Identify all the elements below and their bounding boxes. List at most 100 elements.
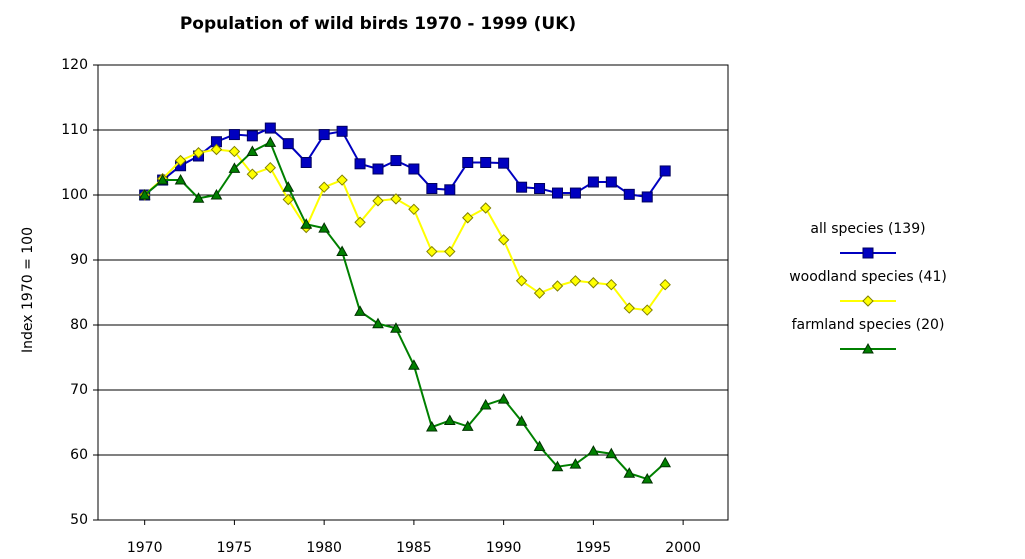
marker <box>515 415 528 426</box>
marker <box>192 192 205 203</box>
marker <box>408 359 420 370</box>
marker <box>516 181 528 193</box>
marker <box>336 125 348 137</box>
marker <box>444 184 456 196</box>
marker <box>498 157 510 169</box>
marker <box>426 245 438 258</box>
marker <box>336 174 348 186</box>
marker <box>587 176 599 188</box>
marker <box>426 183 438 194</box>
marker <box>641 473 654 484</box>
marker <box>443 414 456 426</box>
marker <box>569 458 582 469</box>
marker <box>318 181 330 193</box>
marker <box>551 187 563 199</box>
marker <box>551 460 564 472</box>
marker <box>282 181 295 192</box>
y-axis-label: Index 1970 = 100 <box>20 227 36 353</box>
plot-area <box>97 64 729 521</box>
marker <box>462 212 474 224</box>
marker <box>264 161 277 174</box>
marker <box>156 174 169 185</box>
marker <box>228 162 241 173</box>
y-tick-label: 90 <box>70 252 88 268</box>
marker <box>569 187 581 199</box>
marker <box>533 440 546 452</box>
marker <box>659 456 672 468</box>
y-tick-label: 120 <box>61 57 88 73</box>
marker <box>462 157 474 168</box>
marker <box>479 202 492 214</box>
marker <box>444 245 456 258</box>
marker <box>623 302 635 314</box>
marker <box>318 222 331 233</box>
x-tick-label: 1990 <box>486 540 522 556</box>
marker <box>551 280 564 292</box>
marker <box>138 188 151 200</box>
marker <box>605 176 617 188</box>
marker <box>515 275 528 287</box>
marker <box>461 420 474 431</box>
x-tick-label: 1970 <box>127 540 163 556</box>
marker <box>569 275 582 287</box>
marker <box>354 216 366 229</box>
marker <box>862 342 874 354</box>
marker <box>246 168 259 180</box>
marker <box>659 165 671 177</box>
x-tick-label: 1995 <box>576 540 612 556</box>
marker <box>174 154 187 167</box>
marker <box>587 445 600 456</box>
x-tick-label: 1975 <box>217 540 253 556</box>
marker <box>497 234 510 246</box>
marker <box>210 143 223 156</box>
marker <box>246 145 259 156</box>
y-tick-label: 100 <box>61 187 88 203</box>
marker <box>282 138 294 150</box>
marker <box>479 398 492 410</box>
x-tick-label: 2000 <box>665 540 701 556</box>
marker <box>587 277 600 289</box>
marker <box>390 322 402 333</box>
marker <box>264 122 276 134</box>
marker <box>390 155 402 167</box>
x-tick-label: 1980 <box>306 540 342 556</box>
marker <box>246 130 258 142</box>
marker <box>192 147 205 159</box>
marker <box>318 129 330 141</box>
y-tick-label: 50 <box>70 512 88 528</box>
marker <box>228 129 240 141</box>
marker <box>605 278 618 291</box>
marker <box>372 195 384 207</box>
y-tick-label: 70 <box>70 382 88 398</box>
legend-label: all species (139) <box>810 221 925 237</box>
chart-title: Population of wild birds 1970 - 1999 (UK… <box>180 14 576 34</box>
marker <box>623 188 635 200</box>
marker <box>336 245 348 257</box>
marker <box>605 447 618 459</box>
marker <box>862 295 874 307</box>
marker <box>641 191 653 203</box>
marker <box>390 193 402 205</box>
marker <box>354 305 366 316</box>
marker <box>497 393 510 404</box>
marker <box>534 183 546 194</box>
marker <box>264 136 277 147</box>
marker <box>641 304 653 316</box>
marker <box>210 188 223 200</box>
marker <box>372 317 384 329</box>
y-tick-label: 80 <box>70 317 88 333</box>
marker <box>354 158 366 170</box>
marker <box>408 203 420 216</box>
marker <box>408 163 420 175</box>
x-tick-label: 1985 <box>396 540 432 556</box>
marker <box>228 145 241 158</box>
y-tick-label: 60 <box>70 447 88 463</box>
marker <box>174 174 187 185</box>
marker <box>300 157 312 168</box>
legend-label: farmland species (20) <box>792 317 945 333</box>
marker <box>282 193 294 206</box>
marker <box>533 287 546 299</box>
marker <box>862 247 874 259</box>
marker <box>480 157 492 168</box>
